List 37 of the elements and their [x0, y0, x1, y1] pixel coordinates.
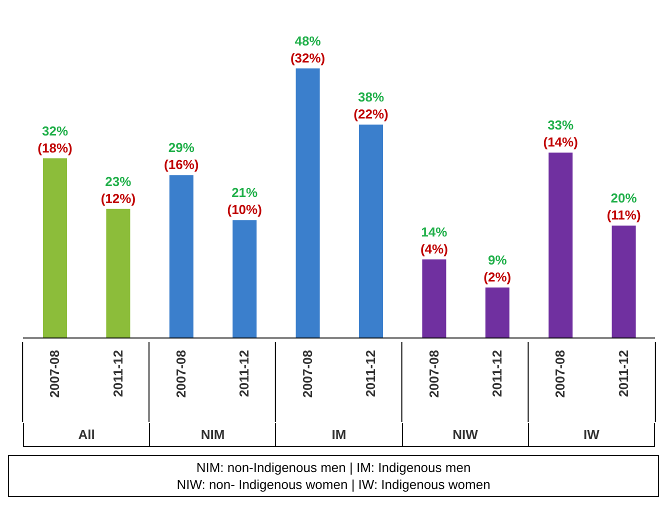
- text: NIM: non-Indigenous men | IM: Indigenous men: [195, 459, 472, 476]
- x-tick-label: 2007-08: [300, 350, 315, 398]
- bar: [232, 220, 257, 338]
- x-tick-label: 2011-12: [110, 350, 126, 397]
- bar: [106, 208, 130, 338]
- x-tick-label: 2011-12: [616, 350, 631, 397]
- x-tick-label: 2011-12: [363, 350, 378, 397]
- bar: [422, 259, 446, 338]
- data-label: 9% (2%): [484, 252, 512, 284]
- x-tick-label: 2007-08: [426, 350, 442, 398]
- text: NIM: [149, 423, 276, 446]
- data-label: 23% (12%): [100, 174, 136, 206]
- data-label: 48% (32%): [290, 33, 326, 66]
- data-label: 20% (11%): [606, 190, 641, 223]
- data-label: 38% (22%): [354, 90, 388, 122]
- x-tick-label: 2007-08: [552, 350, 568, 398]
- bar: [485, 287, 510, 338]
- x-tick-label: 2011-12: [236, 350, 252, 397]
- data-label: 21% (10%): [227, 185, 262, 218]
- bar: [169, 175, 194, 338]
- x-tick-label: 2007-08: [174, 350, 188, 398]
- data-label: 32% (18%): [38, 123, 72, 156]
- bar: [612, 226, 636, 338]
- text: IM: [275, 423, 402, 446]
- data-label: 29% (16%): [164, 140, 199, 172]
- bar: [548, 152, 573, 338]
- text: NIW: non- Indigenous women | IW: Indigenous women: [176, 476, 492, 493]
- data-label: 14% (4%): [420, 224, 448, 256]
- text: IW: [528, 423, 656, 446]
- bar: [296, 68, 320, 338]
- text: All: [23, 423, 150, 446]
- x-tick-label: 2007-08: [47, 350, 62, 398]
- text: NIW: [402, 423, 528, 446]
- bar: [359, 124, 383, 338]
- x-tick-label: 2011-12: [490, 350, 504, 397]
- data-label: 33% (14%): [543, 118, 578, 150]
- bar: [43, 158, 67, 338]
